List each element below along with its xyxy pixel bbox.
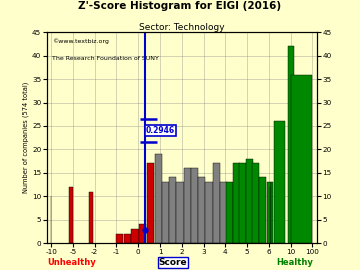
Bar [239, 163, 246, 243]
Bar [191, 168, 198, 243]
Bar [124, 234, 131, 243]
Bar [252, 163, 260, 243]
Bar [233, 163, 240, 243]
Bar [246, 159, 253, 243]
Bar [89, 191, 93, 243]
Bar [131, 229, 139, 243]
Bar [220, 182, 227, 243]
Text: Healthy: Healthy [276, 258, 313, 267]
Bar [270, 187, 271, 243]
Bar [259, 177, 266, 243]
Title: Sector: Technology: Sector: Technology [139, 23, 225, 32]
Bar [184, 168, 191, 243]
Bar [68, 187, 73, 243]
Bar [139, 224, 146, 243]
Bar [162, 182, 169, 243]
Text: 0.2946: 0.2946 [146, 126, 175, 135]
Text: Score: Score [158, 258, 187, 267]
Bar [267, 182, 271, 243]
Bar [176, 182, 184, 243]
Bar [155, 154, 162, 243]
Bar [271, 182, 273, 243]
Bar [291, 75, 312, 243]
Text: ©www.textbiz.org: ©www.textbiz.org [52, 39, 109, 44]
Bar [213, 163, 220, 243]
Y-axis label: Number of companies (574 total): Number of companies (574 total) [23, 82, 29, 193]
Bar [169, 177, 176, 243]
Bar [116, 234, 123, 243]
Bar [147, 163, 154, 243]
Bar [206, 182, 213, 243]
Text: Z'-Score Histogram for EIGI (2016): Z'-Score Histogram for EIGI (2016) [78, 1, 282, 11]
Text: Unhealthy: Unhealthy [47, 258, 95, 267]
Text: The Research Foundation of SUNY: The Research Foundation of SUNY [52, 56, 159, 60]
Bar [288, 46, 293, 243]
Bar [274, 121, 285, 243]
Bar [198, 177, 206, 243]
Bar [226, 182, 233, 243]
